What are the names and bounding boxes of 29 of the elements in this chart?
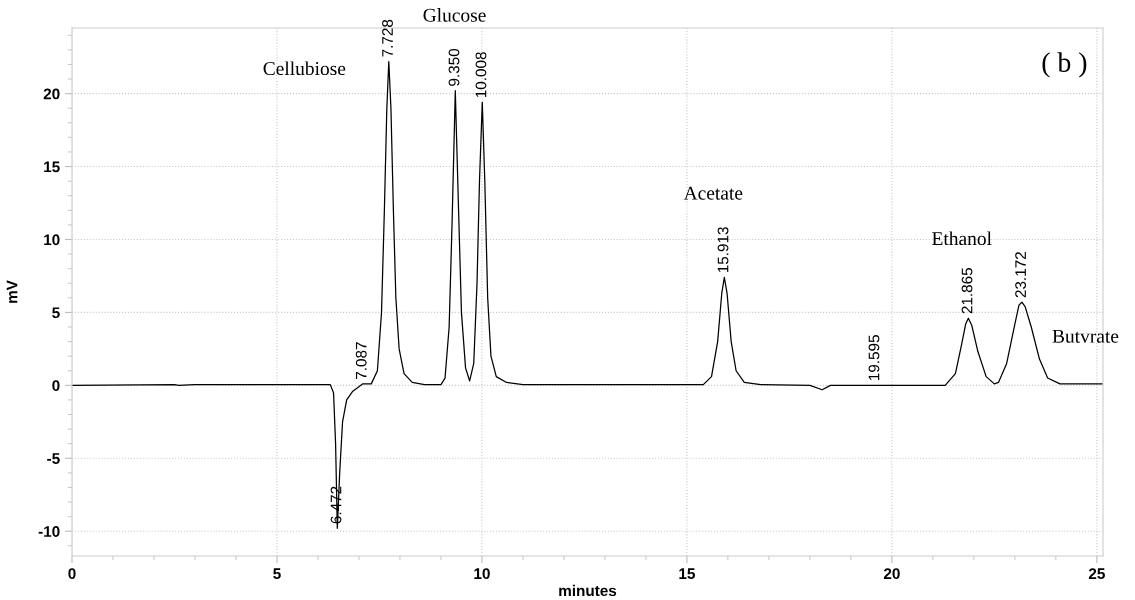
annotation: Butvrate bbox=[1052, 329, 1119, 343]
x-tick-label: 5 bbox=[273, 568, 281, 580]
x-tick-label: 0 bbox=[68, 568, 76, 580]
annotation: Ethanol bbox=[932, 231, 992, 246]
annotation: 21.865 bbox=[961, 268, 973, 314]
annotation: 15.913 bbox=[717, 227, 729, 273]
y-tick-label: -10 bbox=[38, 526, 60, 537]
annotation: 23.172 bbox=[1015, 252, 1027, 298]
y-tick-label: 5 bbox=[52, 307, 60, 319]
annotation: 10.008 bbox=[475, 52, 487, 98]
y-tick-label: 15 bbox=[44, 161, 60, 173]
text: Glucose bbox=[423, 8, 486, 22]
x-axis-title: minutes bbox=[559, 584, 617, 597]
y-tick-label: 0 bbox=[52, 380, 60, 392]
annotation: 7.087 bbox=[355, 342, 367, 379]
annotation: 9.350 bbox=[448, 48, 460, 86]
annotation: Acetate bbox=[683, 186, 743, 200]
x-tick-label: 15 bbox=[679, 568, 695, 580]
annotation: Cellubiose bbox=[263, 61, 346, 76]
annotation: 19.595 bbox=[868, 335, 880, 381]
y-axis-title: mV bbox=[6, 280, 18, 303]
annotation: 7.728 bbox=[382, 19, 393, 57]
y-tick-label: 10 bbox=[44, 234, 60, 246]
x-tick-label: 20 bbox=[883, 568, 900, 580]
x-tick-label: 25 bbox=[1088, 568, 1105, 580]
x-tick-label: 10 bbox=[474, 568, 490, 580]
annotation: ( b ) bbox=[1042, 52, 1087, 78]
y-tick-label: 20 bbox=[43, 88, 60, 100]
y-tick-label: -5 bbox=[47, 453, 60, 464]
